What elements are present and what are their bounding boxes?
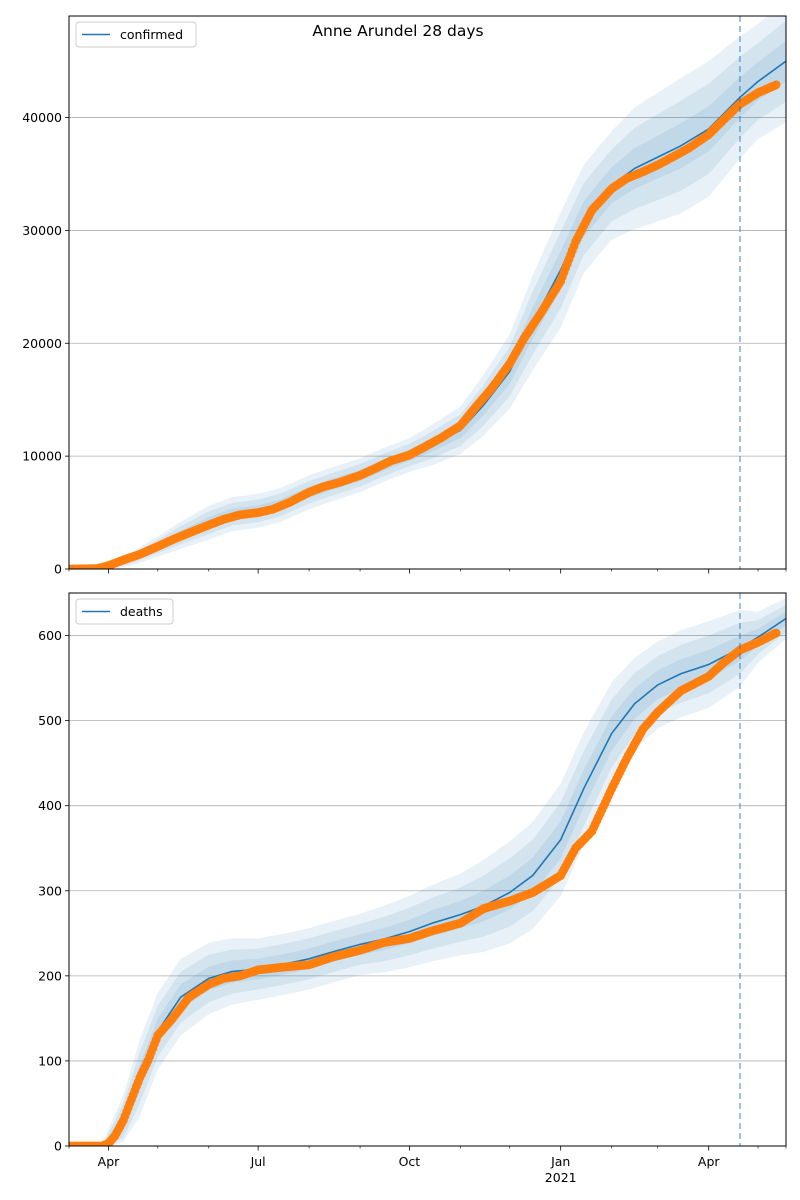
axes-frame — [68, 15, 787, 570]
legend-box — [75, 598, 174, 625]
legend: deaths — [75, 598, 174, 625]
uncertainty-band — [69, 611, 786, 1146]
uncertainty-band — [69, 598, 786, 1146]
uncertainty-band — [69, 604, 786, 1146]
confirmed-panel: 0 10000 20000 30000 40000 confirmed — [22, 15, 787, 577]
legend-label: deaths — [120, 604, 163, 619]
y-tick-label: 0 — [54, 562, 62, 577]
legend: confirmed — [75, 21, 197, 48]
y-tick-label: 40000 — [22, 110, 62, 125]
x-tick-label: Oct — [399, 1154, 421, 1169]
observed-series — [69, 628, 781, 1146]
y-tick-label: 500 — [38, 713, 62, 728]
y-tick-label: 200 — [38, 968, 62, 983]
uncertainty-band — [69, 16, 786, 569]
legend-label: confirmed — [120, 27, 183, 42]
uncertainty-band — [69, 20, 786, 569]
y-tick-label: 100 — [38, 1053, 62, 1068]
axes-frame — [68, 592, 787, 1147]
y-tick-label: 400 — [38, 798, 62, 813]
x-tick-label: Apr — [98, 1154, 120, 1169]
plot-area — [69, 16, 786, 569]
y-tick-label: 600 — [38, 628, 62, 643]
y-tick-label: 20000 — [22, 336, 62, 351]
x-tick-sublabel: 2021 — [545, 1170, 577, 1185]
y-tick-label: 0 — [54, 1139, 62, 1154]
legend-box — [75, 21, 197, 48]
x-tick-label: Apr — [698, 1154, 720, 1169]
y-tick-label: 30000 — [22, 223, 62, 238]
x-tick-label: Jan — [550, 1154, 570, 1169]
y-tick-label: 300 — [38, 883, 62, 898]
plot-area — [69, 598, 786, 1146]
x-tick-label: Jul — [250, 1154, 266, 1169]
y-tick-label: 10000 — [22, 449, 62, 464]
observed-point — [771, 628, 781, 638]
observed-point — [771, 80, 781, 90]
observed-series — [69, 80, 781, 569]
figure-title: Anne Arundel 28 days — [312, 22, 483, 40]
